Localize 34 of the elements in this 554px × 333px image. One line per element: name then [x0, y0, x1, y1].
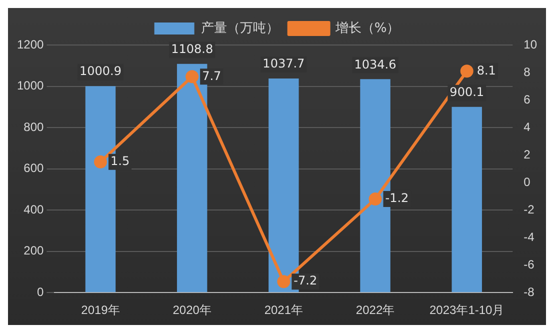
x-tick-label: 2021年: [264, 303, 304, 318]
y2-tick-label: -6: [524, 257, 535, 272]
y2-tick-label: 2: [524, 147, 531, 162]
legend-label: 产量（万吨）: [200, 20, 279, 36]
data-label: 1108.8: [171, 42, 214, 56]
y-tick-label: 200: [24, 244, 44, 258]
data-label: -1.2: [385, 191, 409, 206]
y-tick-label: 0: [37, 284, 44, 299]
y-tick-label: 600: [24, 161, 44, 176]
y-tick-label: 1200: [16, 37, 44, 52]
data-label: 1034.6: [354, 57, 396, 72]
data-label: 1.5: [110, 154, 130, 168]
x-tick-label: 2023年1-10月: [429, 303, 504, 318]
y2-tick-label: 4: [524, 120, 531, 134]
data-label: 1037.7: [262, 56, 305, 71]
y-tick-label: 1000: [16, 78, 44, 93]
y2-tick-label: 10: [524, 37, 538, 52]
data-label: 7.7: [202, 68, 222, 83]
data-label: 8.1: [476, 63, 496, 78]
x-tick-label: 2020年: [172, 303, 212, 318]
y2-tick-label: -8: [524, 284, 535, 299]
y2-tick-label: 0: [524, 174, 531, 189]
x-tick-label: 2019年: [81, 303, 120, 318]
y2-tick-label: -2: [524, 202, 535, 216]
x-tick-label: 2022年: [356, 303, 395, 318]
y2-tick-label: 6: [524, 92, 531, 106]
y2-tick-label: -4: [524, 230, 535, 244]
legend-label: 增长（%）: [334, 20, 400, 36]
data-label: 1000.9: [79, 64, 122, 78]
y-tick-label: 400: [24, 202, 44, 216]
y-tick-label: 800: [24, 120, 44, 134]
data-label: -7.2: [294, 274, 318, 288]
y2-tick-label: 8: [524, 64, 531, 79]
data-label: 900.1: [450, 85, 484, 100]
